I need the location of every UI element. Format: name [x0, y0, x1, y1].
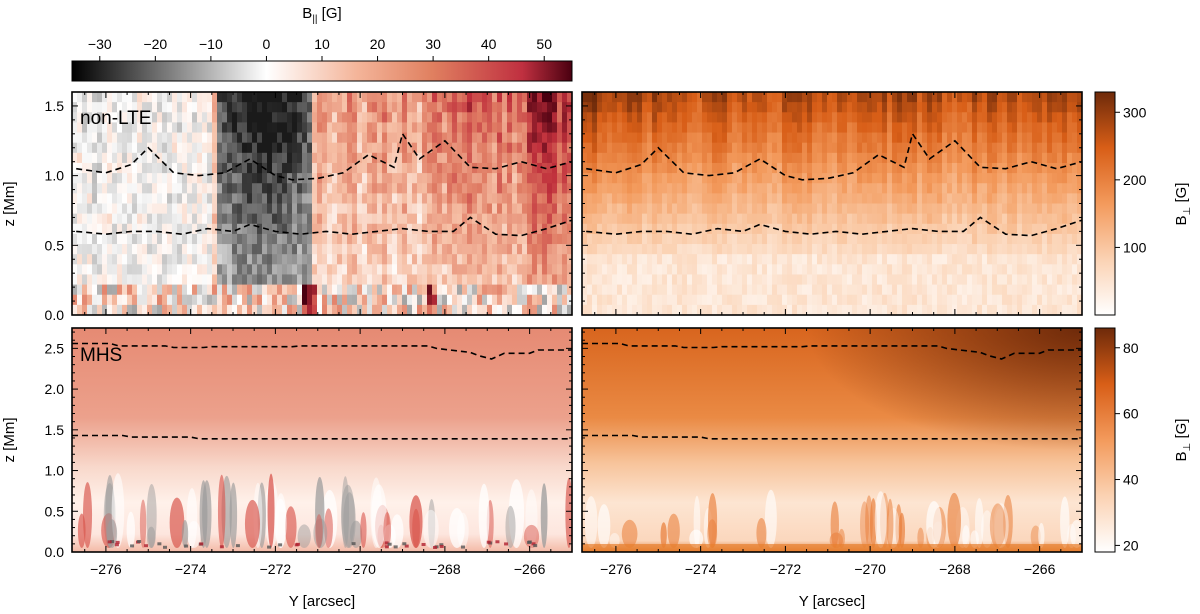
contour-line [76, 131, 573, 181]
x-tick-label: −274 [685, 561, 717, 577]
y-tick-label: 2.0 [45, 381, 65, 397]
y-tick-label: 1.0 [45, 463, 65, 479]
colorbar-b-parallel-tick-label: 20 [370, 36, 386, 52]
contour-line [582, 434, 1082, 440]
x-tick-label: −274 [175, 561, 207, 577]
y-axis-label-bottom: z [Mm] [1, 418, 18, 463]
colorbar-b-perp-mhs-gradient [1094, 327, 1116, 553]
x-tick-label: −276 [90, 561, 122, 577]
colorbar-b-parallel-tick-label: −10 [199, 36, 223, 52]
y-tick-label: 0.0 [45, 544, 65, 560]
x-tick-label: −270 [854, 561, 886, 577]
x-tick-label: −266 [514, 561, 546, 577]
x-tick-label: −272 [770, 561, 802, 577]
colorbar-tick-label: 100 [1123, 239, 1147, 255]
heatmap [582, 328, 1082, 552]
colorbar-b-parallel-tick-label: −30 [88, 36, 112, 52]
contour-line [586, 216, 1083, 237]
contour-line [586, 131, 1083, 181]
colorbar-b-parallel-gradient [71, 60, 573, 82]
y-tick-label: 0.5 [45, 503, 65, 519]
panel-nonlte-b-parallel: 0.0 0.5 1.0 1.5 [45, 91, 573, 323]
x-tick-label: −272 [260, 561, 292, 577]
panel-mhs-b-perp: −276 −274 −272 −270 −268 −266 [581, 327, 1083, 577]
colorbar-b-perp-mhs-label: B⊥ [G] [1173, 419, 1193, 462]
x-tick-label: −270 [344, 561, 376, 577]
colorbar-tick-label: 300 [1123, 104, 1147, 120]
colorbar-b-perp-nonlte: 100 200 300 B⊥ [G] [1094, 91, 1193, 316]
colorbar-b-parallel-tick-label: 50 [536, 36, 552, 52]
contour-line [72, 342, 572, 360]
contour-line [76, 216, 573, 237]
heatmap [582, 92, 1082, 315]
colorbar-b-parallel-tick-label: −20 [143, 36, 167, 52]
x-tick-label: −268 [429, 561, 461, 577]
panel-mhs-b-parallel: −276 −274 −272 −270 −268 −266 0.0 0.5 1.0 1.5 2.0 2… [45, 327, 573, 577]
x-tick-label: −268 [939, 561, 971, 577]
panel-frame [71, 327, 573, 553]
x-tick-label: −276 [600, 561, 632, 577]
panel-frame [581, 327, 1083, 553]
contour-line [72, 434, 572, 440]
colorbar-tick-label: 60 [1123, 406, 1139, 422]
colorbar-tick-label: 40 [1123, 472, 1139, 488]
heatmap [72, 328, 572, 552]
y-tick-label: 0.5 [45, 237, 65, 253]
colorbar-b-perp-nonlte-ticks: 100 200 300 [1115, 104, 1147, 255]
x-axis-label-left: Y [arcsec] [289, 593, 355, 610]
colorbar-b-parallel-tick-label: 30 [425, 36, 441, 52]
heatmap [72, 92, 572, 315]
x-axis-label-right: Y [arcsec] [799, 593, 865, 610]
y-tick-label: 2.5 [45, 340, 65, 356]
contour-line [582, 342, 1082, 360]
colorbar-b-parallel-tick-label: 40 [481, 36, 497, 52]
colorbar-b-parallel: −30 −20 −10 0 10 20 30 40 50 B|| [G] [71, 5, 573, 82]
x-tick-label: −266 [1024, 561, 1056, 577]
colorbar-b-perp-nonlte-gradient [1094, 91, 1116, 316]
y-axis-label-top: z [Mm] [1, 182, 18, 227]
colorbar-b-perp-mhs: 20 40 60 80 B⊥ [G] [1094, 327, 1193, 553]
colorbar-b-perp-nonlte-label: B⊥ [G] [1173, 183, 1193, 226]
colorbar-b-parallel-tick-label: 0 [263, 36, 271, 52]
colorbar-b-parallel-ticks: −30 −20 −10 0 10 20 30 40 50 [88, 36, 552, 61]
colorbar-b-parallel-label: B|| [G] [302, 5, 341, 25]
colorbar-tick-label: 20 [1123, 537, 1139, 553]
panel-nonlte-b-perp [581, 91, 1083, 316]
y-tick-label: 1.0 [45, 168, 65, 184]
colorbar-b-perp-mhs-ticks: 20 40 60 80 [1115, 340, 1139, 553]
y-tick-label: 1.5 [45, 98, 65, 114]
y-tick-label: 0.0 [45, 307, 65, 323]
colorbar-tick-label: 200 [1123, 172, 1147, 188]
annotation-mhs: MHS [80, 345, 122, 366]
colorbar-b-parallel-tick-label: 10 [314, 36, 330, 52]
colorbar-tick-label: 80 [1123, 340, 1139, 356]
annotation-non-lte: non-LTE [80, 108, 151, 129]
y-tick-label: 1.5 [45, 422, 65, 438]
